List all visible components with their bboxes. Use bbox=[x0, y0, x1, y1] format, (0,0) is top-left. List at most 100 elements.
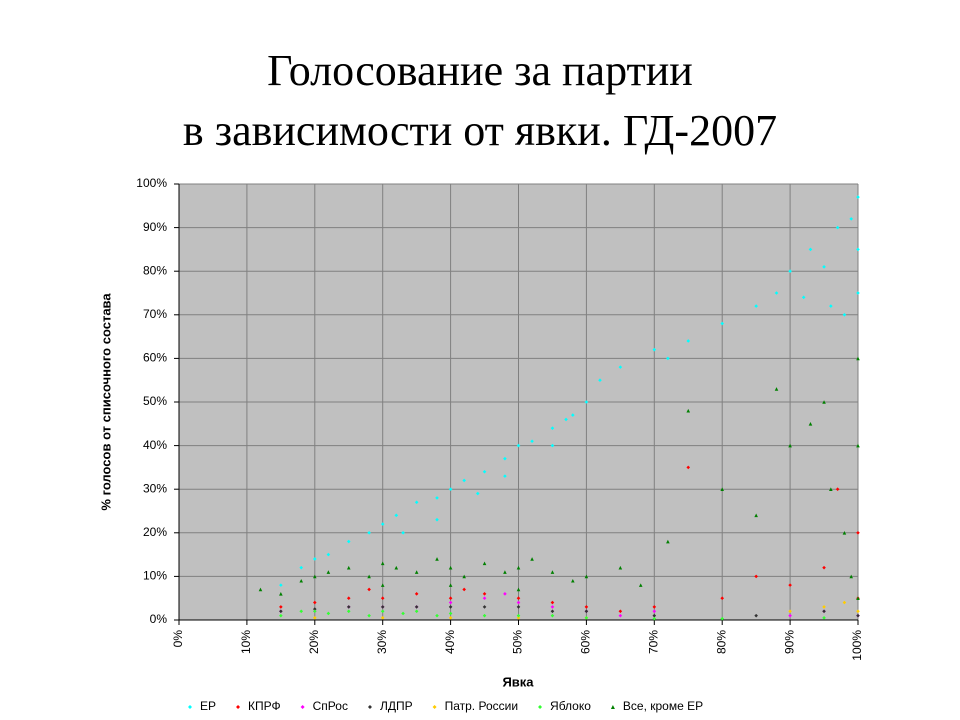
x-tick-label: 100% bbox=[850, 630, 864, 661]
point bbox=[475, 491, 480, 496]
point bbox=[829, 304, 833, 308]
point bbox=[550, 443, 555, 448]
legend-marker bbox=[610, 705, 615, 709]
point bbox=[618, 613, 623, 618]
point bbox=[462, 587, 466, 592]
point bbox=[346, 565, 351, 570]
legend-label: Все, кроме ЕР bbox=[623, 699, 703, 713]
point bbox=[856, 443, 860, 448]
y-tick-label: 80% bbox=[143, 263, 167, 277]
y-tick-label: 100% bbox=[136, 176, 167, 190]
point bbox=[842, 600, 847, 605]
point bbox=[414, 500, 419, 505]
point bbox=[652, 616, 657, 621]
y-tick-label: 30% bbox=[143, 481, 167, 495]
x-tick-label: 10% bbox=[239, 630, 253, 654]
point bbox=[584, 609, 589, 614]
point bbox=[380, 616, 385, 620]
point bbox=[754, 574, 758, 579]
point bbox=[550, 426, 555, 430]
point bbox=[801, 295, 806, 300]
legend-label: ЛДПР bbox=[380, 699, 413, 713]
point bbox=[435, 517, 439, 522]
point bbox=[856, 596, 860, 600]
x-tick-label: 70% bbox=[646, 630, 660, 654]
point bbox=[856, 195, 860, 199]
point bbox=[401, 531, 405, 535]
point bbox=[856, 356, 860, 361]
point bbox=[550, 600, 555, 605]
point bbox=[618, 609, 623, 614]
point bbox=[279, 613, 283, 618]
point bbox=[367, 613, 371, 618]
point bbox=[346, 596, 351, 600]
point bbox=[448, 565, 453, 570]
point bbox=[720, 321, 724, 326]
point bbox=[550, 609, 555, 614]
point bbox=[346, 605, 351, 609]
point bbox=[326, 552, 331, 557]
point bbox=[754, 513, 758, 518]
point bbox=[313, 609, 317, 614]
x-tick-label: 30% bbox=[375, 630, 389, 654]
point bbox=[503, 474, 507, 478]
point bbox=[482, 596, 487, 600]
point bbox=[571, 413, 575, 417]
point bbox=[720, 487, 724, 491]
point bbox=[258, 587, 263, 592]
point bbox=[313, 607, 317, 611]
point bbox=[550, 605, 555, 609]
point bbox=[849, 574, 854, 579]
point bbox=[503, 570, 507, 574]
point bbox=[482, 561, 487, 566]
point bbox=[856, 291, 860, 295]
point bbox=[448, 600, 453, 605]
point bbox=[313, 574, 317, 579]
point bbox=[482, 613, 487, 618]
point bbox=[686, 465, 691, 470]
point bbox=[550, 613, 555, 618]
point bbox=[516, 587, 521, 592]
point bbox=[435, 613, 439, 618]
chart-title: Голосование за партии bbox=[267, 46, 693, 95]
point bbox=[856, 531, 860, 535]
point bbox=[829, 487, 833, 491]
point bbox=[530, 439, 534, 444]
point bbox=[720, 616, 724, 621]
point bbox=[279, 605, 283, 609]
y-tick-label: 90% bbox=[143, 220, 167, 234]
point bbox=[367, 587, 371, 592]
legend-label: КПРФ bbox=[248, 699, 281, 713]
legend-marker bbox=[538, 705, 543, 709]
point bbox=[584, 616, 589, 620]
point bbox=[584, 605, 589, 609]
legend-marker bbox=[188, 705, 192, 709]
point bbox=[774, 291, 779, 295]
x-axis-title: Явка bbox=[502, 674, 534, 689]
point bbox=[394, 565, 399, 570]
point bbox=[652, 347, 657, 352]
point bbox=[788, 443, 792, 448]
chart-title: в зависимости от явки. ГД-2007 bbox=[183, 106, 777, 155]
x-tick-label: 20% bbox=[307, 630, 321, 654]
point bbox=[652, 605, 657, 609]
point bbox=[822, 605, 826, 609]
point bbox=[448, 583, 453, 587]
point bbox=[774, 387, 779, 391]
point bbox=[299, 565, 304, 570]
point bbox=[380, 583, 385, 587]
point bbox=[503, 456, 507, 461]
point bbox=[652, 613, 657, 618]
point bbox=[618, 365, 623, 369]
point bbox=[279, 583, 283, 587]
point bbox=[401, 611, 405, 616]
point bbox=[835, 225, 840, 230]
point bbox=[462, 478, 466, 483]
point bbox=[516, 565, 521, 570]
point bbox=[299, 609, 304, 614]
point bbox=[313, 557, 317, 561]
point bbox=[448, 611, 453, 616]
point bbox=[571, 578, 575, 583]
point bbox=[584, 400, 589, 404]
